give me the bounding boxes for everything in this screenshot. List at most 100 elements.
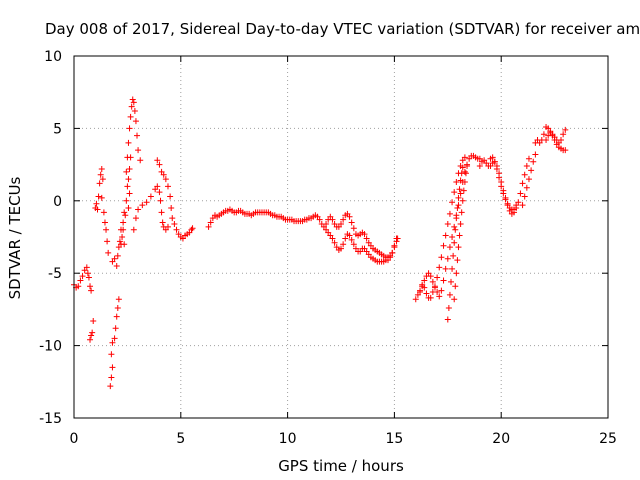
- data-point: [96, 180, 103, 187]
- data-point: [446, 291, 453, 298]
- grid-lines: [74, 56, 608, 418]
- data-point: [449, 234, 456, 240]
- data-point: [77, 277, 84, 284]
- data-point: [111, 255, 118, 262]
- data-point: [119, 234, 126, 240]
- data-point: [83, 264, 90, 271]
- data-point: [454, 257, 461, 264]
- data-point: [551, 136, 558, 143]
- data-point: [87, 336, 94, 343]
- data-point: [154, 157, 161, 164]
- data-point: [98, 194, 105, 201]
- data-point: [389, 249, 396, 256]
- data-point: [558, 136, 565, 143]
- data-point: [126, 190, 133, 197]
- data-point: [350, 241, 357, 248]
- data-point: [88, 287, 95, 294]
- data-point: [88, 332, 95, 339]
- data-point: [205, 223, 212, 230]
- data-point: [423, 290, 430, 297]
- data-point: [93, 200, 100, 207]
- data-point: [164, 223, 171, 230]
- data-point: [94, 206, 101, 213]
- data-point: [436, 293, 443, 300]
- data-point: [131, 108, 138, 115]
- data-point: [440, 242, 447, 249]
- data-point: [461, 168, 468, 175]
- data-point: [458, 209, 465, 216]
- data-point: [129, 96, 136, 103]
- data-point: [445, 304, 452, 311]
- data-point: [427, 294, 434, 301]
- data-point: [457, 190, 464, 197]
- data-point: [462, 170, 469, 177]
- data-point: [89, 329, 96, 336]
- data-point: [519, 180, 526, 187]
- data-point: [521, 193, 528, 200]
- data-point: [451, 189, 458, 196]
- data-point: [562, 126, 569, 133]
- data-point: [429, 289, 436, 296]
- data-point: [453, 178, 460, 185]
- data-point: [444, 255, 451, 262]
- data-point: [348, 236, 355, 243]
- data-point: [154, 183, 161, 190]
- data-point: [162, 176, 169, 183]
- data-point: [451, 239, 458, 246]
- data-point: [112, 325, 119, 332]
- data-point: [387, 254, 394, 261]
- y-tick-label: -15: [39, 411, 62, 427]
- data-point: [455, 202, 462, 209]
- data-point: [101, 219, 108, 226]
- data-point: [100, 209, 107, 216]
- data-point: [363, 235, 370, 242]
- data-point: [434, 274, 441, 281]
- data-point: [456, 232, 463, 239]
- data-point: [126, 125, 133, 132]
- data-point: [125, 176, 132, 183]
- x-tick-label: 0: [70, 431, 79, 447]
- data-point: [107, 383, 114, 390]
- data-point: [515, 199, 522, 206]
- data-point: [421, 284, 428, 291]
- data-point: [427, 273, 434, 280]
- data-point: [323, 220, 330, 227]
- data-point: [120, 226, 127, 233]
- data-point: [113, 262, 120, 269]
- data-point: [340, 216, 347, 223]
- data-point: [132, 215, 139, 222]
- data-point: [137, 157, 144, 164]
- data-point: [159, 219, 166, 226]
- data-point: [90, 317, 97, 324]
- data-point: [316, 216, 323, 223]
- data-point: [528, 167, 535, 174]
- data-point: [489, 154, 496, 161]
- data-point: [111, 335, 118, 342]
- data-point: [448, 278, 455, 285]
- data-point: [393, 235, 400, 242]
- data-point: [113, 313, 120, 320]
- data-point: [160, 171, 167, 178]
- data-point: [342, 235, 349, 242]
- y-tick-label: 0: [53, 194, 62, 210]
- data-point: [169, 215, 176, 222]
- data-point: [168, 205, 175, 212]
- data-point: [540, 131, 547, 138]
- data-point: [438, 254, 445, 261]
- data-point: [417, 289, 424, 296]
- data-point: [452, 226, 459, 233]
- data-point: [122, 212, 129, 219]
- data-point: [120, 219, 127, 226]
- data-point: [453, 215, 460, 222]
- data-point: [139, 202, 146, 209]
- data-point: [446, 210, 453, 217]
- data-point: [519, 202, 526, 209]
- data-point: [476, 163, 483, 170]
- data-point: [429, 278, 436, 285]
- data-point: [338, 245, 344, 252]
- data-point: [98, 165, 105, 172]
- data-point: [171, 220, 178, 227]
- data-series: [71, 96, 569, 390]
- data-point: [511, 209, 518, 216]
